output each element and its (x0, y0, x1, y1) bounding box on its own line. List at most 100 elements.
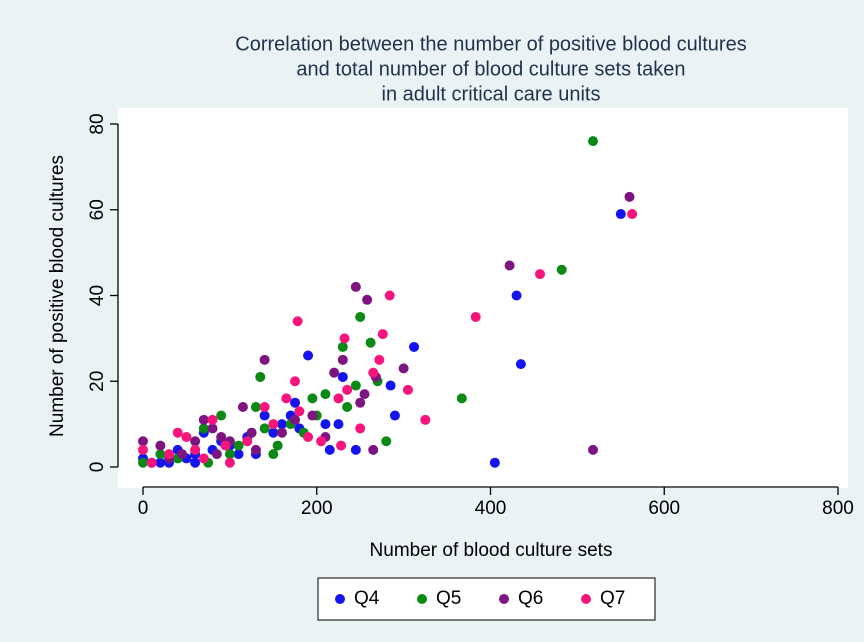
x-tick-label: 600 (648, 498, 680, 519)
point (320, 419, 331, 430)
point (307, 393, 318, 404)
point (627, 209, 638, 220)
point (237, 401, 248, 412)
point (398, 363, 409, 374)
point (362, 294, 373, 305)
point (207, 423, 218, 434)
point (588, 444, 599, 455)
plot-area (118, 108, 848, 488)
point (489, 457, 500, 468)
point (374, 354, 385, 365)
point (368, 367, 379, 378)
point (290, 397, 301, 408)
point (365, 337, 376, 348)
y-tick-label: 60 (87, 199, 108, 220)
y-tick-label: 0 (87, 462, 108, 473)
point (138, 444, 148, 455)
y-tick-label: 80 (87, 113, 108, 134)
point (615, 209, 626, 220)
point (224, 457, 235, 468)
point (198, 414, 209, 425)
point (181, 431, 192, 442)
point (190, 436, 201, 447)
point (242, 436, 253, 447)
point (220, 440, 231, 451)
point (277, 427, 287, 438)
point (272, 440, 283, 451)
point (268, 419, 279, 430)
legend-label: Q7 (600, 588, 625, 609)
point (504, 260, 515, 271)
point (268, 449, 279, 460)
point (535, 269, 546, 280)
x-tick-label: 800 (822, 498, 854, 519)
point (211, 449, 222, 460)
point (198, 423, 209, 434)
point (246, 427, 257, 438)
point (409, 341, 420, 352)
point (359, 389, 370, 400)
point (268, 427, 279, 438)
point (207, 414, 218, 425)
point (337, 341, 348, 352)
point (155, 440, 166, 451)
chart-title: and total number of blood culture sets t… (296, 58, 685, 80)
point (303, 431, 314, 442)
point (177, 449, 188, 460)
legend-swatch (581, 594, 591, 604)
point (216, 431, 227, 442)
point (624, 191, 635, 202)
point (420, 414, 431, 425)
legend-swatch (335, 594, 345, 604)
point (470, 311, 481, 322)
point (316, 436, 327, 447)
x-tick-label: 200 (301, 498, 333, 519)
point (224, 449, 235, 460)
point (355, 311, 366, 322)
point (355, 397, 366, 408)
legend-label: Q6 (518, 588, 543, 609)
legend-label: Q5 (436, 588, 461, 609)
legend-swatch (417, 594, 427, 604)
y-tick-label: 20 (87, 371, 108, 392)
point (324, 444, 335, 455)
point (259, 410, 270, 421)
point (155, 457, 166, 468)
point (138, 457, 148, 468)
point (259, 401, 270, 412)
point (385, 380, 396, 391)
chart-title: in adult critical care units (382, 83, 601, 105)
point (138, 436, 148, 447)
point (320, 389, 331, 400)
point (303, 350, 314, 361)
legend-label: Q4 (354, 588, 380, 609)
point (146, 457, 157, 468)
x-axis-title: Number of blood culture sets (370, 540, 613, 561)
point (233, 449, 244, 460)
point (511, 290, 522, 301)
point (259, 354, 270, 365)
point (456, 393, 467, 404)
point (368, 444, 379, 455)
point (250, 444, 261, 455)
point (377, 329, 388, 340)
point (290, 376, 301, 387)
point (389, 410, 400, 421)
point (290, 414, 301, 425)
point (350, 281, 361, 292)
point (164, 449, 175, 460)
point (281, 393, 292, 404)
point (333, 419, 344, 430)
point (294, 406, 305, 417)
x-tick-label: 0 (138, 498, 149, 519)
point (255, 371, 266, 382)
point (515, 359, 526, 370)
chart-title: Correlation between the number of positi… (235, 33, 746, 55)
point (155, 449, 166, 460)
point (172, 427, 183, 438)
point (307, 410, 318, 421)
point (198, 453, 209, 464)
point (342, 401, 353, 412)
point (339, 333, 350, 344)
